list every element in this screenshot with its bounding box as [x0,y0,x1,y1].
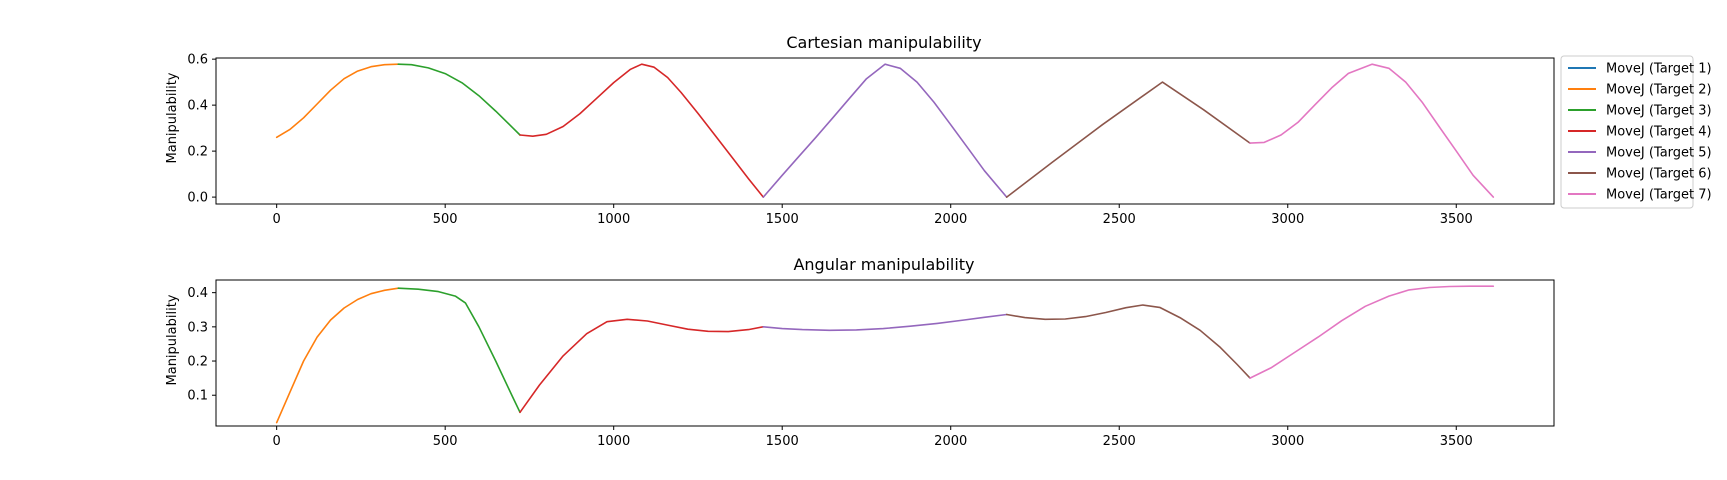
cartesian-xtick-label: 1000 [597,212,630,227]
cartesian-series-line-target-6 [1005,81,1251,198]
cartesian-series-line-target-4 [519,63,765,198]
cartesian-series-line-target-5 [762,63,1008,198]
legend-label-target-7: MoveJ (Target 7) [1606,188,1712,203]
cartesian-ytick-label: 0.0 [187,191,208,206]
angular-series-line-target-6 [1005,304,1251,379]
cartesian-xtick-label: 2000 [934,212,967,227]
legend-label-target-1: MoveJ (Target 1) [1606,62,1712,77]
angular-series-line-target-2 [275,287,400,424]
angular-xtick-label: 2500 [1103,434,1136,449]
angular-ytick-label: 0.2 [187,355,208,370]
angular-xtick-label: 3500 [1440,434,1473,449]
cartesian-ytick-label: 0.2 [187,145,208,160]
angular-xtick-label: 1500 [766,434,799,449]
angular-ylabel: Manipulability [165,294,180,385]
cartesian-title: Cartesian manipulability [786,33,981,52]
cartesian-ticks: 0 500 1000 1500 2000 2500 3000 3500 0.0 0.2 0.4 0.6 [187,53,1472,227]
angular-series-group [275,285,1495,424]
cartesian-series-line-target-3 [397,63,521,136]
cartesian-xtick-label: 3500 [1440,212,1473,227]
angular-ticks: 0 500 1000 1500 2000 2500 3000 3500 0.1 0.2 0.3 0.4 [187,286,1472,449]
legend-label-target-5: MoveJ (Target 5) [1606,146,1712,161]
cartesian-series-group [275,63,1495,198]
legend: MoveJ (Target 1) MoveJ (Target 2) MoveJ (T… [1560,55,1712,209]
cartesian-ylabel: Manipulability [165,72,180,163]
legend-label-target-4: MoveJ (Target 4) [1606,125,1712,140]
angular-ytick-label: 0.4 [187,286,208,301]
angular-xtick-label: 3000 [1271,434,1304,449]
cartesian-subplot: Cartesian manipulability Manipulability … [165,33,1555,227]
angular-ytick-label: 0.3 [187,320,208,335]
cartesian-xtick-label: 1500 [766,212,799,227]
angular-ytick-label: 0.1 [187,389,208,404]
cartesian-series-line-target-2 [275,63,400,139]
legend-label-target-3: MoveJ (Target 3) [1606,104,1712,119]
cartesian-xtick-label: 500 [433,212,458,227]
cartesian-ytick-label: 0.4 [187,99,208,114]
legend-label-target-2: MoveJ (Target 2) [1606,83,1712,98]
angular-subplot: Angular manipulability Manipulability 0 5… [165,255,1555,449]
cartesian-xtick-label: 0 [273,212,281,227]
angular-series-line-target-3 [397,287,521,414]
angular-series-line-target-7 [1249,285,1495,379]
angular-axes-frame [215,279,1555,427]
cartesian-axes-frame [215,57,1555,205]
angular-series-line-target-4 [519,318,765,414]
cartesian-xtick-label: 3000 [1271,212,1304,227]
angular-xtick-label: 2000 [934,434,967,449]
cartesian-xtick-label: 2500 [1103,212,1136,227]
angular-title: Angular manipulability [793,255,974,274]
angular-xtick-label: 1000 [597,434,630,449]
cartesian-ytick-label: 0.6 [187,53,208,68]
angular-series-line-target-5 [762,313,1008,332]
cartesian-series-line-target-7 [1249,63,1495,198]
angular-xtick-label: 0 [273,434,281,449]
legend-label-target-6: MoveJ (Target 6) [1606,167,1712,182]
angular-xtick-label: 500 [433,434,458,449]
legend-box [1560,55,1694,209]
